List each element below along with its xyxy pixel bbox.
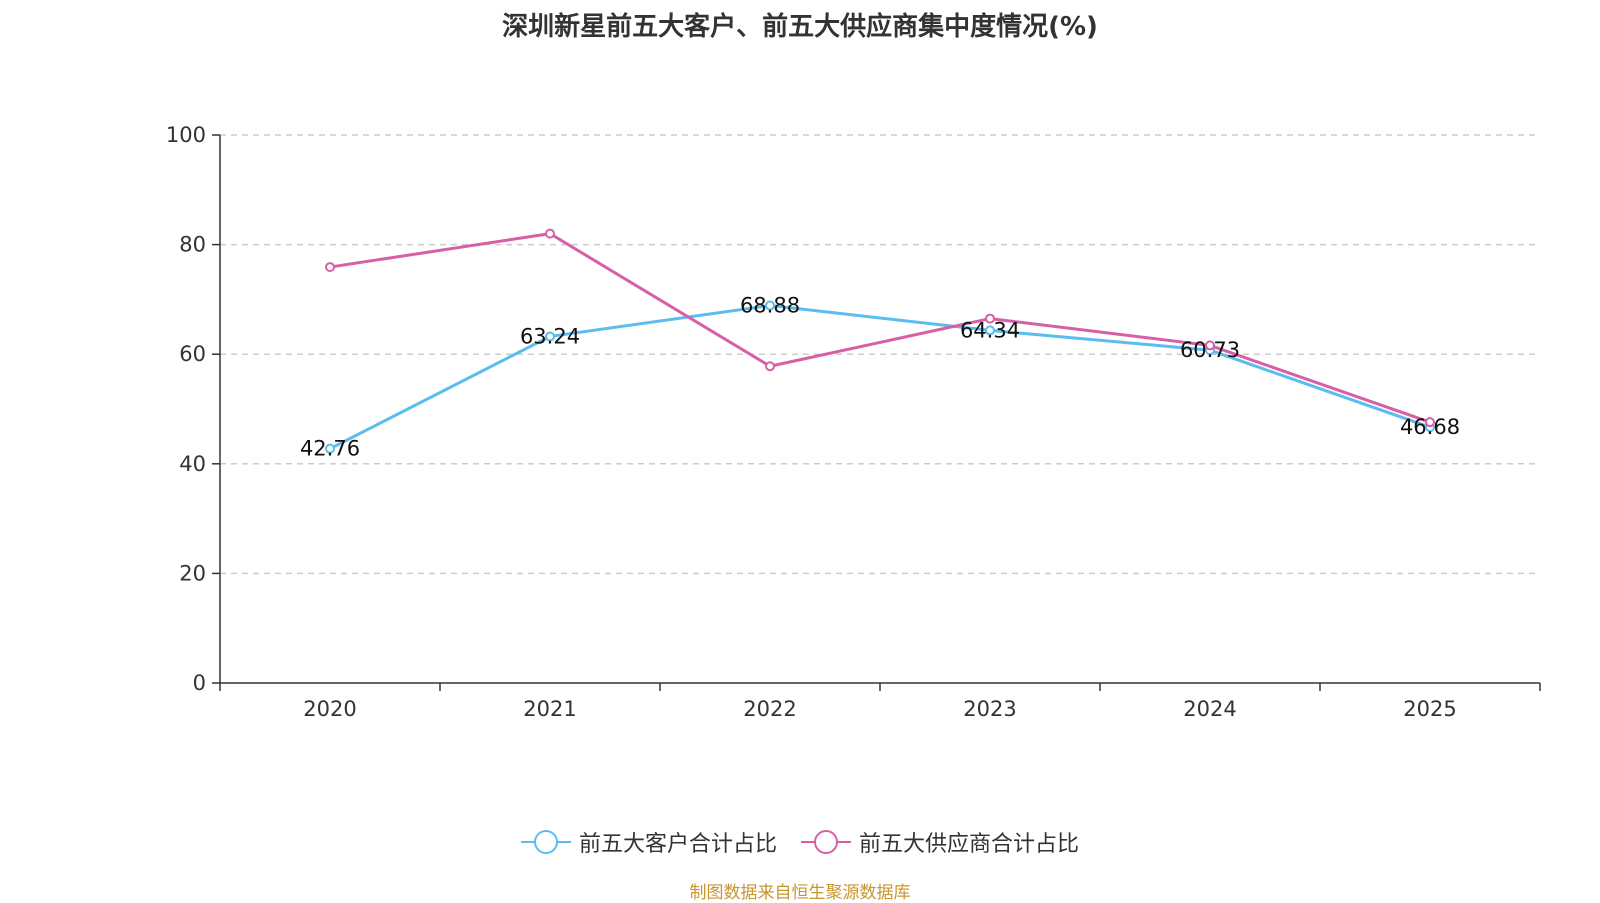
axis-layer: 0 20 40 60 80 100 2020 2021 2022 2023 2024 2025 (166, 123, 1541, 721)
grid-layer (220, 134, 1540, 575)
y-tick-label: 20 (179, 561, 206, 585)
y-tick-label: 0 (193, 671, 206, 695)
data-point-0[interactable] (985, 325, 995, 336)
x-tick-label: 2023 (963, 697, 1016, 721)
chart-title: 深圳新星前五大客户、前五大供应商集中度情况(%) (502, 12, 1098, 42)
data-point-0[interactable] (325, 443, 335, 454)
data-label: 46.68 (1400, 415, 1460, 439)
y-tick-label: 40 (179, 452, 206, 476)
data-point-0[interactable] (545, 331, 555, 342)
legend: 前五大客户合计占比 前五大供应商合计占比 (0, 826, 1600, 858)
x-tick-label: 2024 (1183, 697, 1236, 721)
data-point-1[interactable] (1205, 340, 1215, 351)
series-line-0 (329, 304, 1431, 451)
x-tick-label: 2020 (303, 697, 356, 721)
legend-item-suppliers[interactable]: 前五大供应商合计占比 (801, 826, 1079, 858)
data-point-1[interactable] (1425, 417, 1435, 428)
data-label: 60.73 (1180, 338, 1240, 362)
x-tick-label: 2021 (523, 697, 576, 721)
legend-swatch-customers (520, 830, 571, 854)
data-label-layer: 42.76 63.24 68.88 64.34 60.73 46.68 (300, 294, 1460, 461)
legend-label-suppliers: 前五大供应商合计占比 (859, 832, 1080, 857)
data-point-1[interactable] (985, 313, 995, 324)
series-line-1 (329, 232, 1431, 424)
data-label: 63.24 (520, 324, 580, 348)
y-tick-label: 80 (179, 233, 206, 257)
data-point-1[interactable] (325, 262, 335, 273)
y-tick-label: 100 (166, 123, 206, 147)
legend-item-customers[interactable]: 前五大客户合计占比 (520, 826, 777, 858)
series-layer (325, 228, 1435, 454)
data-label: 64.34 (960, 318, 1020, 342)
data-point-1[interactable] (765, 361, 775, 372)
y-tick-label: 60 (179, 342, 206, 366)
data-point-1[interactable] (545, 228, 555, 239)
legend-label-customers: 前五大客户合计占比 (578, 832, 777, 857)
data-label: 42.76 (300, 437, 360, 461)
x-tick-label: 2025 (1403, 697, 1456, 721)
legend-swatch-suppliers (801, 830, 851, 854)
source-note: 制图数据来自恒生聚源数据库 (689, 883, 911, 903)
x-tick-label: 2022 (743, 697, 796, 721)
data-point-0[interactable] (765, 300, 775, 311)
data-label: 68.88 (740, 294, 800, 318)
